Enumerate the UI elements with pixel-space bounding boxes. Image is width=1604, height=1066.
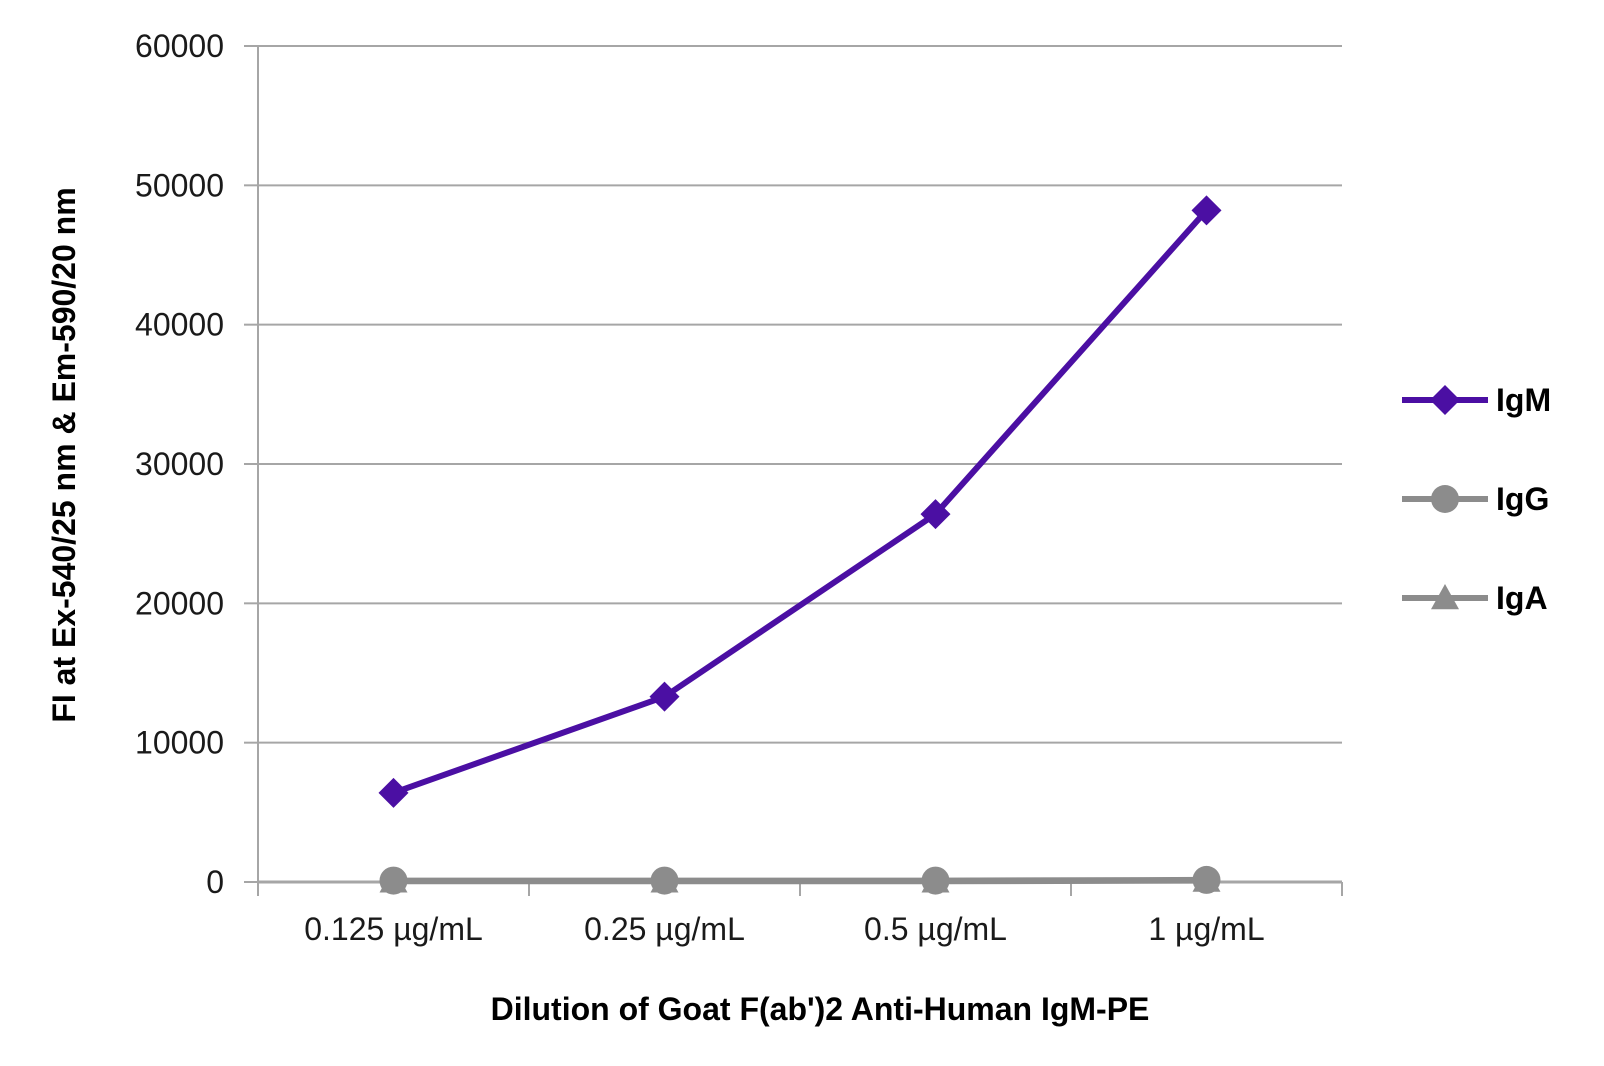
y-tick-label: 20000 xyxy=(135,585,224,621)
legend-item-igg: IgG xyxy=(1402,481,1549,517)
series xyxy=(378,195,1222,895)
data-point-igm xyxy=(649,681,680,712)
legend-label: IgG xyxy=(1496,481,1549,517)
series-line-igg xyxy=(390,876,1210,884)
gridlines xyxy=(258,45,1342,744)
legend-label: IgA xyxy=(1496,580,1548,616)
y-tick-label: 30000 xyxy=(135,446,224,482)
series-line-igm xyxy=(390,207,1210,796)
x-tick-label: 0.25 µg/mL xyxy=(584,911,745,947)
data-point-igm xyxy=(1191,195,1222,226)
data-point-igg xyxy=(650,866,679,895)
legend-item-iga: IgA xyxy=(1402,580,1548,616)
x-tick-label: 0.125 µg/mL xyxy=(304,911,483,947)
y-axis-title: FI at Ex-540/25 nm & Em-590/20 nm xyxy=(46,187,82,722)
data-point-igg xyxy=(379,866,408,895)
axes: 0 10000 20000 30000 40000 50000 60000 0.125 µg/… xyxy=(135,28,1343,947)
legend-marker xyxy=(1431,584,1459,610)
x-axis-title: Dilution of Goat F(ab')2 Anti-Human IgM-… xyxy=(491,991,1150,1027)
y-tick-label: 0 xyxy=(206,864,224,900)
legend-label: IgM xyxy=(1496,382,1551,418)
legend: IgM IgG IgA xyxy=(1402,382,1551,616)
series-igg xyxy=(379,865,1221,895)
x-tick-label: 0.5 µg/mL xyxy=(864,911,1007,947)
legend-marker xyxy=(1431,485,1459,513)
y-tick-label: 40000 xyxy=(135,307,224,343)
legend-item-igm: IgM xyxy=(1402,382,1551,418)
y-tick-label: 50000 xyxy=(135,167,224,203)
data-point-igg xyxy=(921,866,950,895)
y-tick-label: 10000 xyxy=(135,725,224,761)
legend-marker xyxy=(1430,385,1460,415)
data-point-igm xyxy=(920,499,951,530)
x-tick-label: 1 µg/mL xyxy=(1148,911,1264,947)
data-point-igm xyxy=(378,777,409,808)
series-igm xyxy=(378,195,1222,808)
data-point-igg xyxy=(1192,865,1221,894)
y-tick-label: 60000 xyxy=(135,28,224,64)
